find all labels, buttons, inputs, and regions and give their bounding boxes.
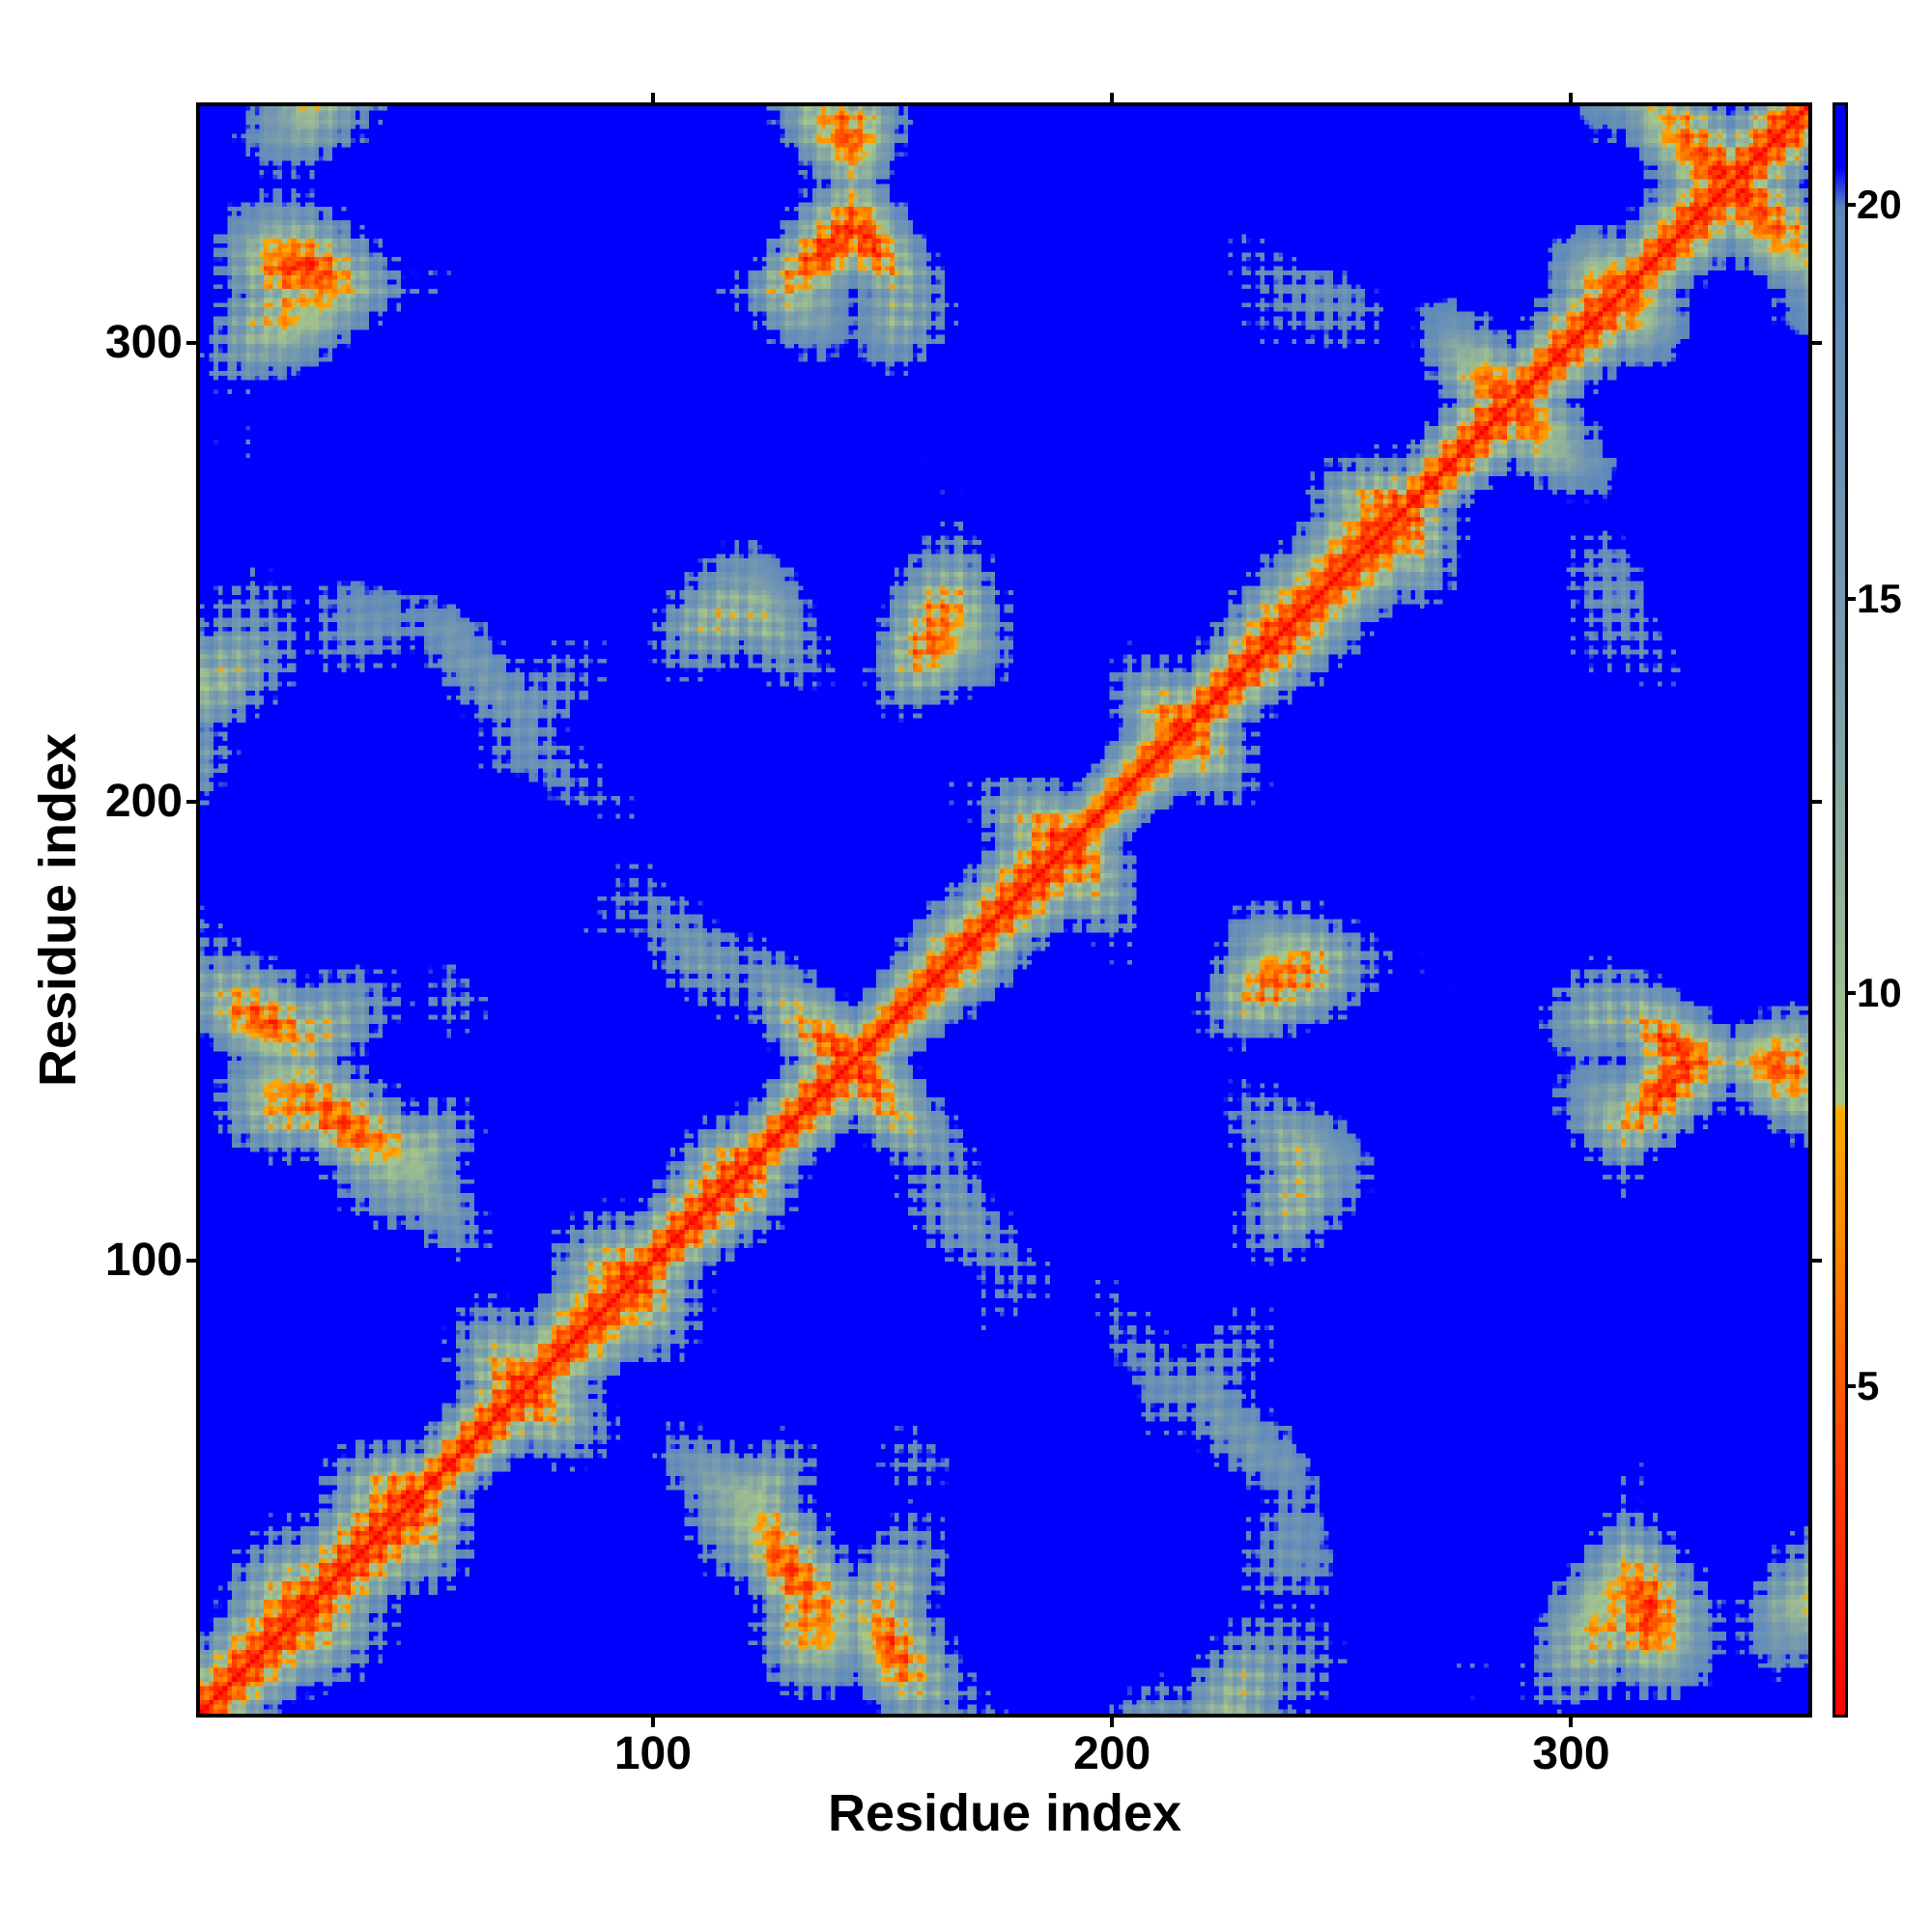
x-top-tick-mark — [1569, 93, 1574, 102]
x-tick-label: 300 — [1532, 1728, 1610, 1779]
colorbar-tick-mark — [1848, 203, 1856, 208]
y-right-tick-mark — [1812, 341, 1822, 346]
x-tick-mark — [1110, 1718, 1115, 1727]
y-right-tick-mark — [1812, 800, 1822, 805]
x-top-tick-mark — [650, 93, 655, 102]
x-tick-label: 100 — [613, 1728, 692, 1779]
y-tick-label: 100 — [104, 1235, 183, 1287]
y-tick-mark — [186, 1259, 196, 1264]
x-axis-label: Residue index — [827, 1784, 1182, 1842]
y-tick-label: 300 — [104, 317, 183, 369]
x-tick-mark — [650, 1718, 655, 1727]
colorbar-tick-mark — [1848, 990, 1856, 995]
colorbar-tick-label: 20 — [1857, 182, 1902, 228]
colorbar-tick-mark — [1848, 596, 1856, 601]
heatmap-plot-area — [196, 102, 1812, 1718]
colorbar-tick-label: 5 — [1857, 1363, 1880, 1409]
y-tick-label: 200 — [104, 776, 183, 828]
y-axis-label: Residue index — [29, 732, 87, 1088]
colorbar-tick-mark — [1848, 1384, 1856, 1389]
x-tick-mark — [1569, 1718, 1574, 1727]
y-tick-mark — [186, 800, 196, 805]
colorbar-tick-label: 10 — [1857, 969, 1902, 1015]
x-top-tick-mark — [1110, 93, 1115, 102]
y-tick-mark — [186, 341, 196, 346]
x-tick-label: 200 — [1073, 1728, 1151, 1779]
colorbar — [1833, 102, 1848, 1718]
distance-heatmap — [200, 106, 1808, 1714]
y-right-tick-mark — [1812, 1259, 1822, 1264]
colorbar-tick-label: 15 — [1857, 575, 1902, 621]
